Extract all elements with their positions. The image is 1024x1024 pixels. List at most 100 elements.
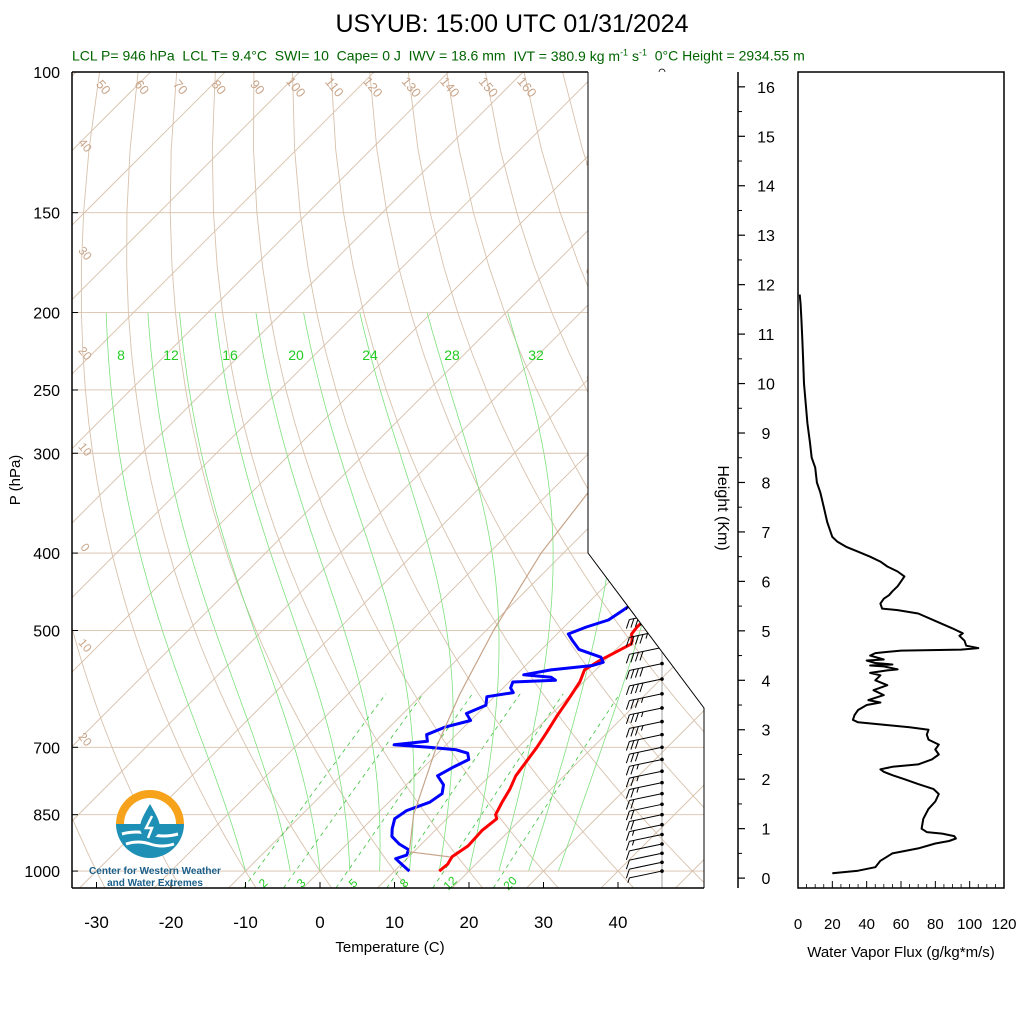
- wind-barb: [625, 758, 663, 776]
- isotherm-label: 150: [476, 74, 501, 100]
- wind-barb-flag: [634, 698, 639, 708]
- pressure-tick-label: 400: [33, 546, 60, 563]
- mixing-ratio-line: [283, 693, 424, 888]
- wind-barb-staff: [629, 770, 663, 779]
- isotherm-line: [72, 72, 524, 524]
- mixing-ratio-line: [335, 693, 473, 888]
- wind-barb-flag: [630, 636, 635, 646]
- height-tick-label: 12: [757, 278, 775, 295]
- wind-barb: [625, 770, 663, 788]
- side-label-left: 0: [78, 540, 93, 554]
- flux-tick-label: 60: [893, 916, 910, 933]
- wind-barb-flag: [625, 868, 630, 879]
- wind-barb-staff: [629, 707, 663, 716]
- height-tick-label: 9: [762, 426, 771, 443]
- height-tick-label: 7: [762, 525, 771, 542]
- wind-barb-flag: [625, 821, 630, 831]
- height-tick-label: 16: [757, 80, 775, 97]
- height-tick-label: 0: [762, 871, 771, 888]
- mixing-ratio-label: 12: [440, 873, 460, 893]
- wind-barb-flag: [634, 683, 639, 694]
- wind-barb: [625, 814, 663, 831]
- isotherm-label: 160: [514, 74, 539, 100]
- temperature-tick-label: 30: [534, 913, 553, 932]
- height-tick-label: 4: [762, 673, 771, 690]
- wind-barb-flag: [634, 668, 639, 678]
- mixing-ratio-label: 20: [500, 873, 520, 893]
- flux-tick-label: 20: [824, 916, 841, 933]
- iwv: IWV = 18.6 mm: [408, 47, 506, 64]
- wind-barb-half: [636, 764, 639, 770]
- wind-barb: [625, 834, 663, 851]
- temperature-tick-label: 10: [385, 913, 404, 932]
- wind-barb-flag: [625, 637, 630, 647]
- dry-adiabat: [126, 72, 332, 888]
- pressure-tick-label: 200: [33, 306, 60, 323]
- wind-barb-half: [640, 725, 644, 731]
- height-axis-label: Height (Km): [714, 465, 731, 550]
- flux-tick-label: 80: [927, 916, 944, 933]
- wind-barb-flag: [639, 634, 644, 644]
- wind-barb-staff: [629, 758, 663, 767]
- wind-barb-staff: [629, 814, 663, 823]
- wind-barb-flag: [630, 765, 635, 775]
- moist-adiabat-label: 20: [288, 347, 304, 363]
- wind-barb-half: [645, 633, 648, 639]
- wind-barb-half: [631, 830, 635, 836]
- bolt-icon: [143, 815, 154, 839]
- height-tick-label: 13: [757, 228, 775, 245]
- dry-adiabat: [292, 72, 635, 888]
- wind-barb-staff: [629, 646, 663, 655]
- wind-barb-staff: [629, 870, 663, 879]
- flux-tick-label: 100: [957, 916, 982, 933]
- wind-barb-flag: [625, 789, 630, 799]
- mixing-ratio-line: [386, 693, 521, 888]
- wind-barb-flag: [625, 670, 630, 680]
- pressure-tick-label: 500: [33, 624, 60, 641]
- wind-barb-half: [640, 697, 644, 703]
- wind-barb-flag: [625, 859, 630, 870]
- skewt-edge: [587, 72, 705, 888]
- wind-barb-flag: [625, 753, 630, 764]
- moist-adiabat-label: 8: [117, 347, 125, 363]
- wind-barb-staff: [629, 678, 663, 687]
- wind-barb-flag: [639, 682, 644, 693]
- height-tick-label: 1: [762, 822, 771, 839]
- wind-barb-flag: [625, 831, 630, 841]
- temperature-tick-label: -20: [159, 913, 184, 932]
- wind-barb-flag: [630, 820, 635, 830]
- wind-barb-staff: [629, 824, 663, 833]
- temperature-tick-label: 20: [460, 913, 479, 932]
- wind-barb-flag: [625, 810, 630, 821]
- wind-barb: [625, 852, 663, 870]
- wind-barb-flag: [630, 653, 635, 663]
- mixing-ratio-line: [492, 693, 621, 888]
- isotherm-label: 70: [170, 77, 191, 98]
- pressure-tick-label: 1000: [24, 864, 60, 881]
- isotherm-line: [72, 72, 300, 301]
- wind-barb: [625, 843, 663, 861]
- flux-tick-label: 0: [794, 916, 802, 933]
- isotherm-label: 120: [360, 74, 385, 100]
- logo-caption: Center for Western Weather and Water Ext…: [80, 866, 230, 890]
- wind-barb-flag: [630, 753, 635, 763]
- height-tick-label: 6: [762, 574, 771, 591]
- wind-barb-staff: [629, 793, 663, 801]
- wind-barb-staff: [629, 782, 663, 790]
- swi: SWI= 10: [274, 47, 329, 64]
- wind-barb-staff: [629, 746, 663, 755]
- dry-adiabat: [253, 72, 559, 888]
- wind-barb-flag: [630, 713, 635, 724]
- isotherm-label: 100: [283, 74, 308, 100]
- isotherm-label: 60: [132, 77, 153, 98]
- ivt: IVT = 380.9 kg m-1 s-1: [513, 47, 647, 64]
- side-label-left: 20: [75, 344, 95, 363]
- isotherm-label: 130: [399, 74, 424, 100]
- lcl-temperature: LCL T= 9.4°C: [182, 47, 268, 64]
- wind-barb-flag: [625, 700, 630, 710]
- wind-barb-flag: [634, 712, 639, 723]
- wind-barb: [625, 663, 663, 680]
- moist-adiabat-label: 24: [362, 347, 378, 363]
- pressure-tick-label: 150: [33, 206, 60, 223]
- side-label-left: 40: [75, 136, 95, 155]
